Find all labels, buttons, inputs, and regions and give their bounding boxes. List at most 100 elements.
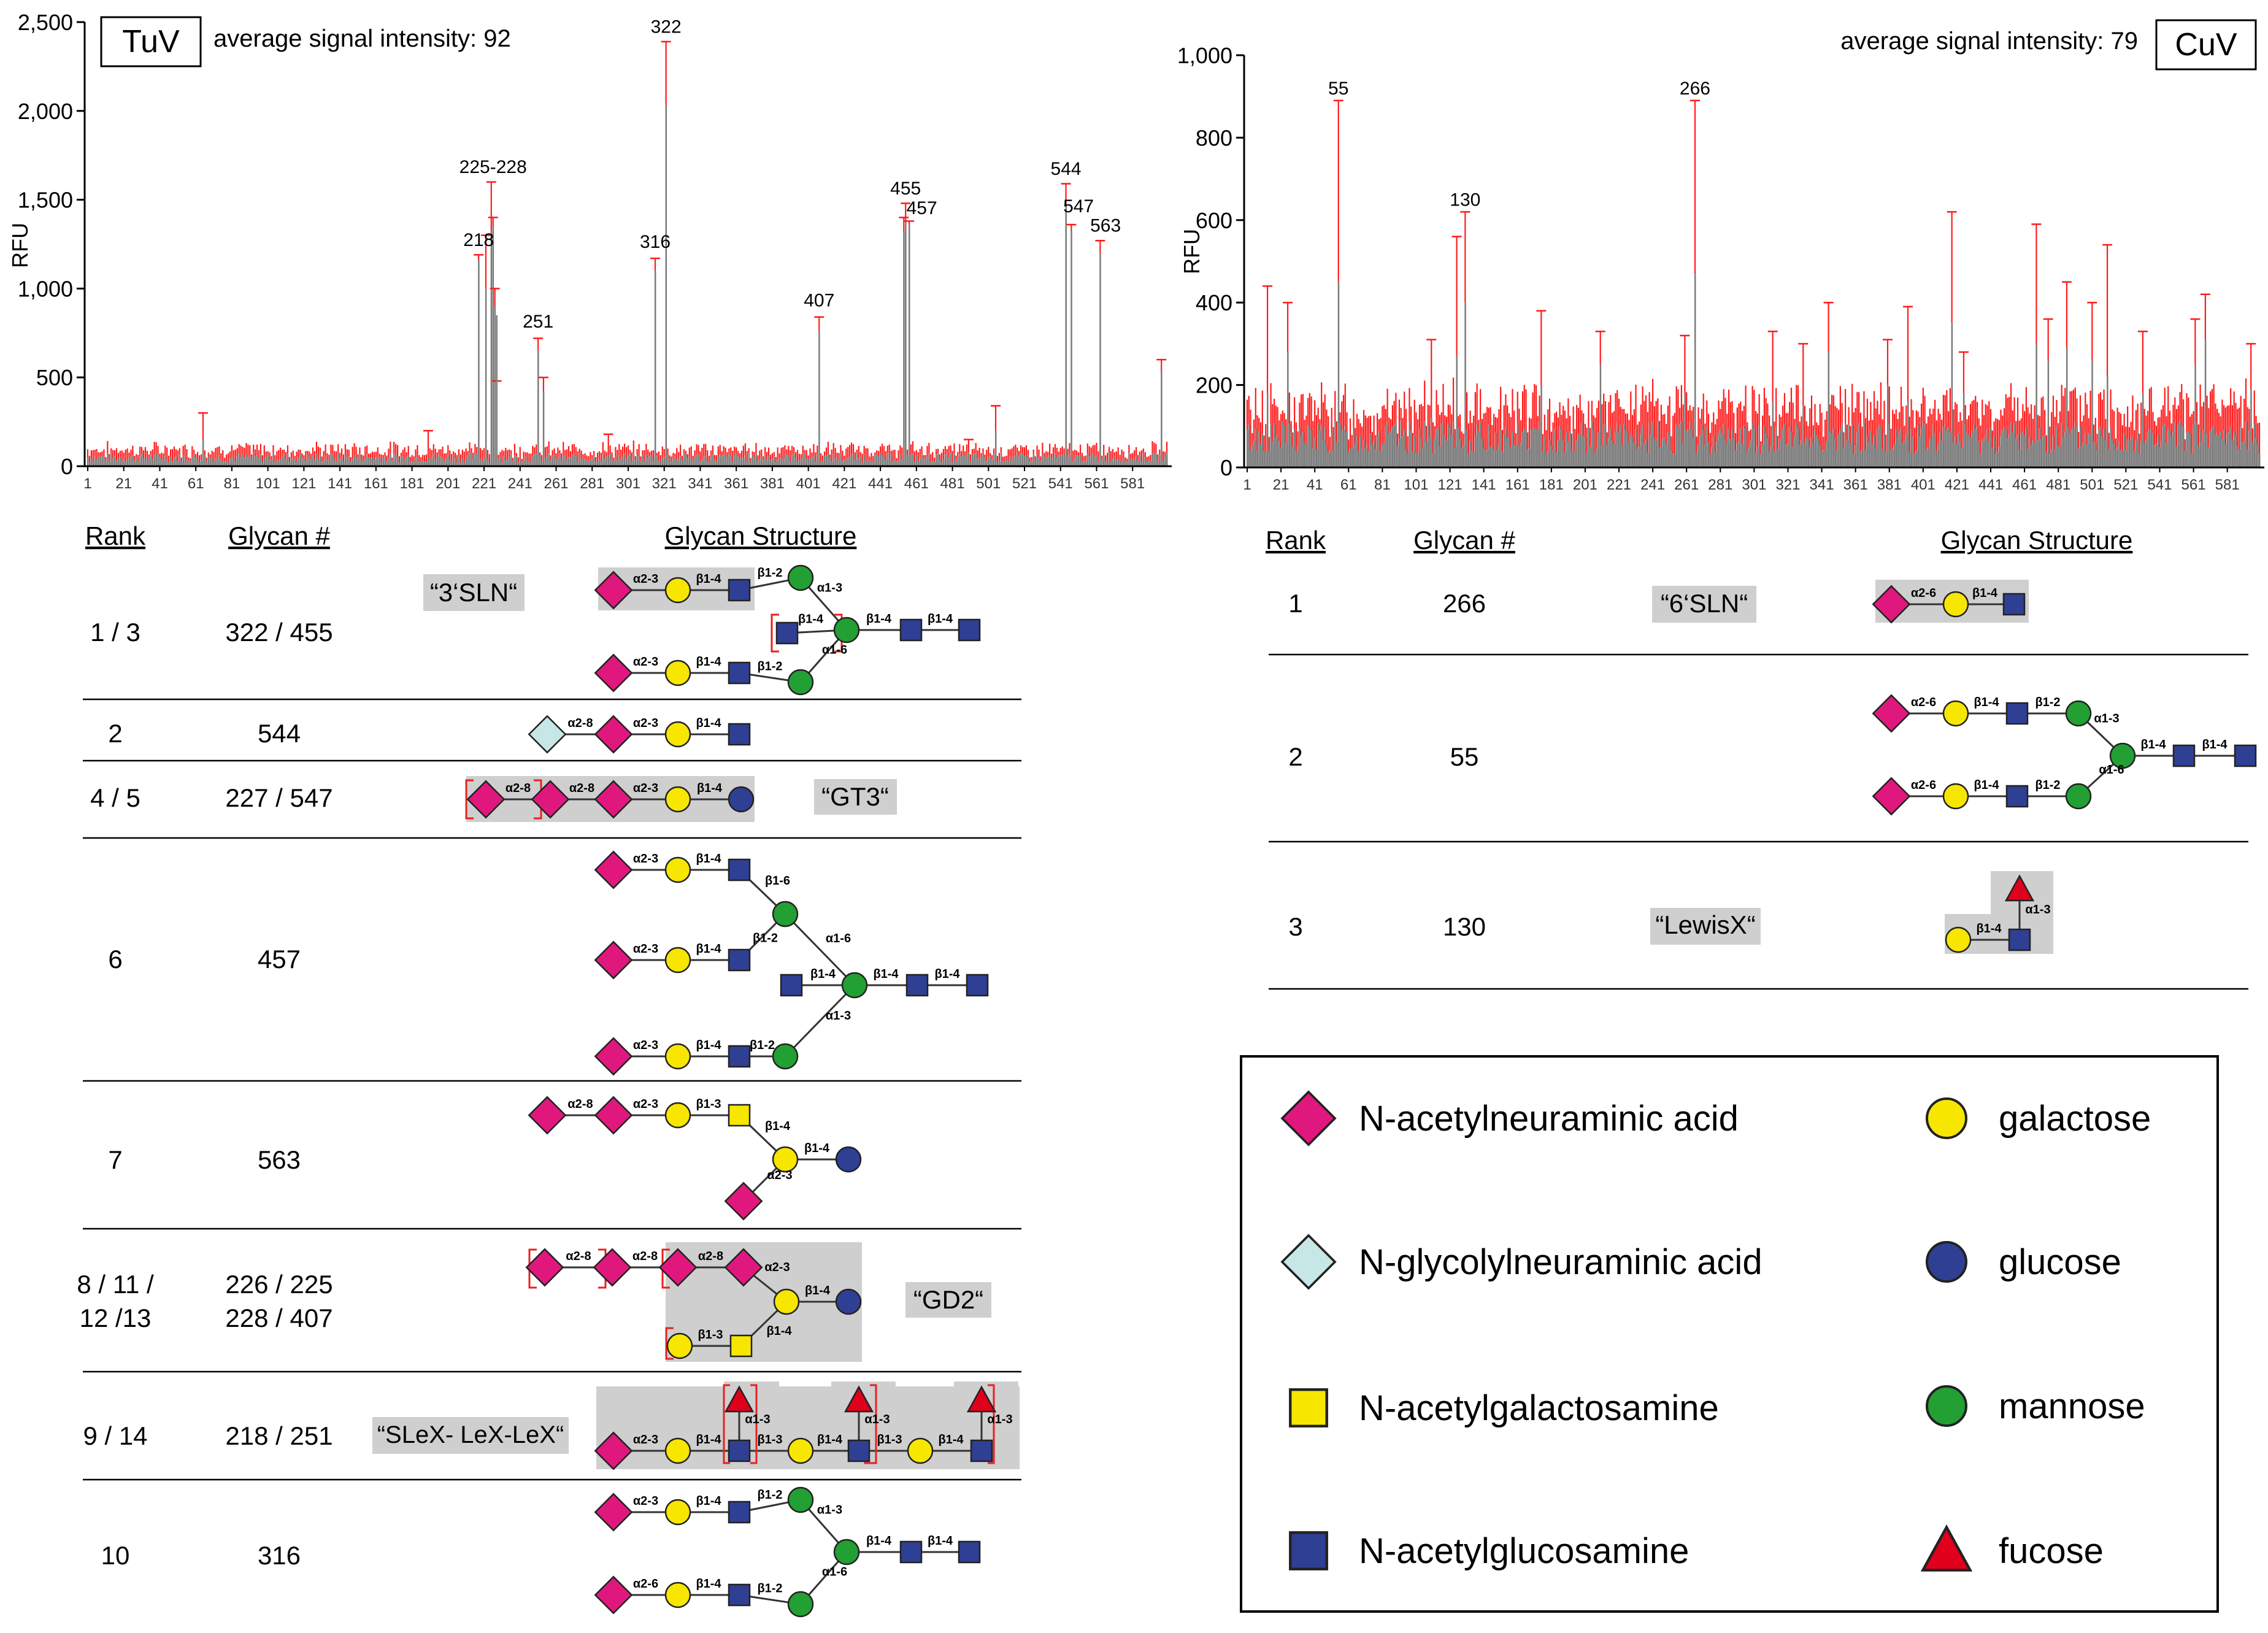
bar	[555, 458, 557, 466]
bar	[2258, 454, 2261, 467]
linkage-labels: α2-6 β1-4α2-6 β1-4 β1-2α1-3α2-6 β1-4 β1-2α1-6…	[1911, 586, 2228, 936]
y-tick-label: 1,000	[18, 276, 73, 301]
bar	[2166, 442, 2167, 467]
bar	[1711, 447, 1713, 467]
bar	[1459, 438, 1461, 467]
neu5ac-symbol	[594, 1037, 632, 1075]
table-row-rank: 9 / 14	[83, 1421, 147, 1450]
bar	[2037, 440, 2039, 467]
bar	[1735, 450, 1737, 467]
bar	[2076, 426, 2078, 467]
tuv-y-axis-label: RFU	[7, 223, 33, 268]
bar	[413, 462, 415, 466]
bar	[1807, 439, 1809, 467]
bar	[856, 453, 858, 466]
bar	[2089, 434, 2092, 467]
bar	[876, 454, 878, 466]
bar	[1081, 462, 1083, 466]
linkage-label: α2-8	[698, 1250, 723, 1263]
bar	[2204, 339, 2207, 467]
bar	[525, 456, 526, 466]
x-tick-label: 101	[1404, 477, 1428, 493]
bar	[105, 461, 107, 466]
bar	[1413, 436, 1416, 467]
bar	[1635, 428, 1637, 467]
bar	[348, 456, 350, 466]
bar	[1321, 425, 1323, 467]
bar	[1991, 448, 1994, 467]
bar	[1639, 447, 1640, 467]
linkage-label: α2-3	[764, 1261, 790, 1274]
galactose-symbol	[1942, 591, 1969, 618]
linkage-label: β1-2	[750, 1039, 775, 1052]
bar	[1094, 457, 1096, 466]
glcnac-symbol	[958, 618, 981, 642]
bar	[1574, 451, 1576, 467]
bar	[1268, 451, 1270, 467]
bar	[1942, 426, 1945, 467]
bar	[1356, 436, 1358, 467]
bar	[791, 456, 793, 466]
bar	[1539, 422, 1541, 467]
bar	[1049, 455, 1051, 466]
bar	[910, 455, 912, 466]
bar	[640, 461, 642, 466]
bar	[328, 459, 330, 466]
bar	[2203, 431, 2205, 467]
glcnac-symbol	[2172, 744, 2196, 767]
bar	[209, 458, 212, 466]
bar	[934, 461, 936, 466]
bar	[1769, 452, 1770, 467]
bar	[2248, 430, 2250, 467]
bar	[1458, 428, 1459, 467]
bar	[1623, 424, 1625, 467]
mannose-symbol	[787, 1486, 814, 1513]
bar	[1975, 429, 1977, 467]
bar	[2243, 442, 2245, 467]
bar	[659, 461, 662, 466]
bar	[1105, 461, 1107, 466]
bar	[317, 458, 320, 466]
legend-label: fucose	[1999, 1531, 2104, 1571]
bar	[1738, 441, 1740, 467]
bar	[251, 458, 253, 466]
bar	[899, 455, 901, 466]
glycosidic-bond	[784, 984, 856, 1058]
bar	[1265, 451, 1267, 467]
bar	[1011, 460, 1013, 466]
bar	[276, 461, 278, 466]
bar	[1716, 442, 1718, 467]
bar	[1124, 462, 1126, 466]
bar	[709, 462, 710, 466]
bar	[1995, 454, 1997, 467]
bar	[1119, 460, 1121, 466]
galactose-symbol	[773, 1288, 800, 1315]
bar	[323, 461, 325, 466]
bar	[1513, 445, 1515, 467]
galactose-symbol	[664, 1043, 691, 1070]
bar	[1877, 429, 1878, 467]
bar	[1790, 432, 1793, 467]
bar	[1375, 449, 1377, 467]
bar	[881, 455, 883, 466]
bar	[753, 458, 755, 466]
bar	[1397, 446, 1399, 467]
bar	[1814, 429, 1816, 467]
bar	[1674, 454, 1676, 467]
bar	[600, 461, 602, 466]
bar	[1299, 428, 1301, 467]
bar	[2002, 430, 2004, 467]
galactose-symbol	[664, 947, 691, 974]
bar	[1701, 424, 1703, 467]
glcnac-symbol	[847, 1439, 871, 1462]
glcnac-symbol	[2008, 928, 2031, 951]
bar	[1390, 431, 1392, 467]
x-tick-label: 461	[904, 475, 929, 492]
bar	[1348, 451, 1350, 467]
bar	[1670, 450, 1672, 467]
bar	[1491, 446, 1493, 467]
bar	[312, 455, 314, 466]
glcnac-symbol	[966, 974, 989, 997]
